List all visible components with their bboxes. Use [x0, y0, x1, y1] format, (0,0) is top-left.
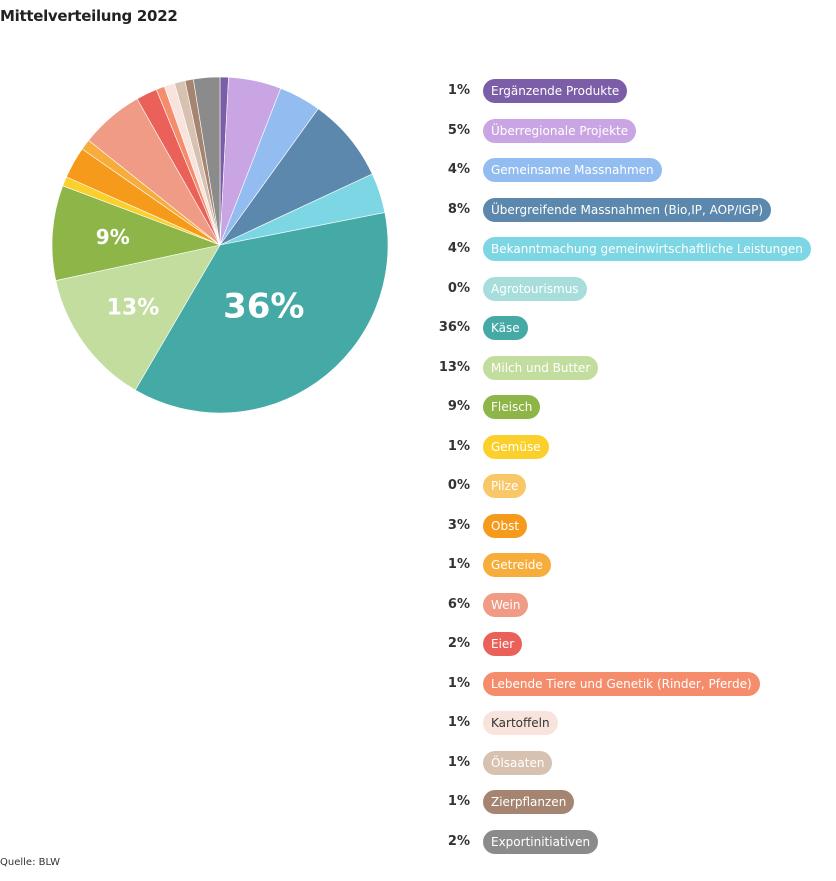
legend-label: Fleisch: [483, 395, 541, 419]
legend-label: Bekanntmachung gemeinwirtschaftliche Lei…: [483, 237, 811, 261]
legend-label: Milch und Butter: [483, 355, 599, 380]
slice-label-kase: 36%: [223, 287, 304, 327]
legend-label: Wein: [483, 592, 529, 617]
legend-percent: 2%: [447, 833, 470, 849]
legend-item-olsaaten: 1% Ölsaaten: [0, 750, 836, 775]
legend-percent: 4%: [447, 241, 470, 256]
pie-slice-milch-und-butter: [55, 244, 221, 391]
legend-item-eier: 2% Eier: [0, 632, 836, 656]
chart-title: Mittelverteilung 2022: [0, 7, 178, 25]
legend-percent: 1%: [447, 83, 470, 98]
legend-percent: 13%: [438, 359, 470, 375]
legend-label: Gemüse: [483, 434, 549, 459]
legend-percent: 1%: [447, 715, 470, 730]
legend-percent: 4%: [447, 162, 470, 177]
legend-item-kartoffeln: 1% Kartoffeln: [0, 711, 836, 735]
slice-label-fleisch: 9%: [96, 225, 130, 249]
legend-item-obst: 3% Obst: [0, 513, 836, 538]
legend-percent: 1%: [447, 754, 470, 770]
legend-label: Gemeinsame Massnahmen: [483, 158, 662, 182]
legend-label: Eier: [483, 632, 523, 656]
pie-slice-kase: [134, 212, 389, 414]
legend-label: Übergreifende Massnahmen (Bio,IP, AOP/IG…: [483, 197, 772, 222]
legend-label: Überregionale Projekte: [483, 118, 637, 143]
legend-label: Pilze: [483, 474, 527, 498]
legend-item-pilze: 0% Pilze: [0, 474, 836, 498]
legend-percent: 2%: [447, 636, 470, 651]
legend-label: Lebende Tiere und Genetik (Rinder, Pferd…: [483, 671, 760, 696]
legend-label: Kartoffeln: [483, 711, 558, 735]
legend-percent: 1%: [447, 675, 470, 691]
legend-item-wein: 6% Wein: [0, 592, 836, 617]
legend-percent: 9%: [447, 399, 470, 414]
legend-percent: 0%: [447, 280, 470, 296]
legend-item-gemuse: 1% Gemüse: [0, 434, 836, 459]
legend-item-lebende-tiere-und-genetik-rinder-pferde: 1% Lebende Tiere und Genetik (Rinder, Pfe…: [0, 671, 836, 696]
legend-item-getreide: 1% Getreide: [0, 553, 836, 577]
legend-label: Getreide: [483, 553, 551, 577]
legend-percent: 36%: [438, 320, 470, 335]
legend-percent: 3%: [447, 517, 470, 533]
legend-label: Obst: [483, 513, 528, 538]
pie-chart: 36% 13% 9%: [51, 76, 389, 414]
legend-percent: 1%: [447, 794, 470, 809]
pie-slice-fleisch: [51, 185, 222, 281]
legend-item-zierpflanzen: 1% Zierpflanzen: [0, 790, 836, 814]
legend-label: Agrotourismus: [483, 276, 587, 301]
legend-label: Ergänzende Produkte: [483, 79, 628, 103]
legend-label: Ölsaaten: [483, 750, 553, 775]
legend-label: Käse: [483, 316, 528, 340]
legend-percent: 5%: [447, 122, 470, 138]
legend-percent: 1%: [447, 557, 470, 572]
legend-percent: 1%: [447, 438, 470, 454]
legend-item-exportinitiativen: 2% Exportinitiativen: [0, 829, 836, 854]
legend-label: Zierpflanzen: [483, 790, 575, 814]
legend-label: Exportinitiativen: [483, 829, 599, 854]
legend-percent: 0%: [447, 478, 470, 493]
pie-slice-exportinitiativen: [193, 76, 221, 246]
source-note: Quelle: BLW: [0, 857, 61, 868]
slice-label-milch-und-butter: 13%: [107, 296, 160, 321]
legend-percent: 6%: [447, 596, 470, 612]
legend-percent: 8%: [447, 201, 470, 217]
